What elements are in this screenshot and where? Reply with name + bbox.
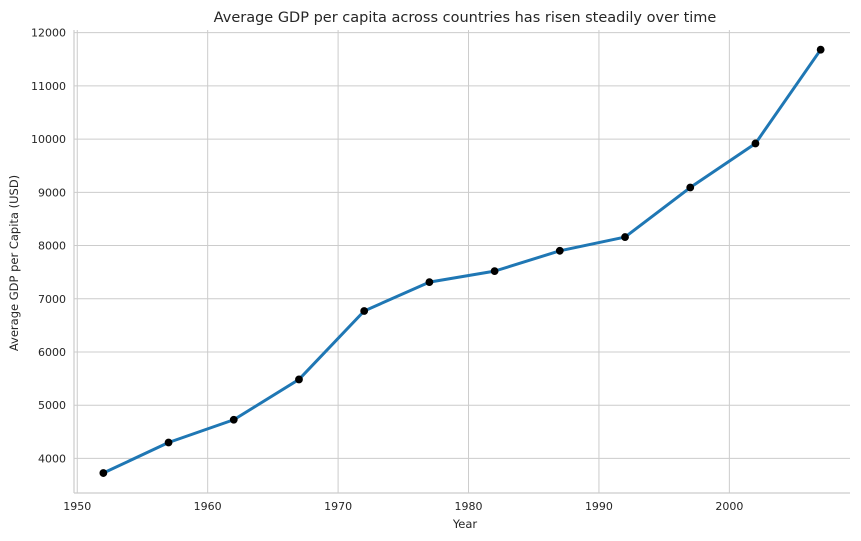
- y-tick-label: 8000: [38, 240, 66, 253]
- data-point: [555, 246, 564, 255]
- series-layer: [99, 45, 825, 477]
- y-tick-label: 6000: [38, 346, 66, 359]
- chart-title: Average GDP per capita across countries …: [214, 10, 717, 26]
- data-point: [490, 267, 499, 276]
- y-tick-label: 5000: [38, 399, 66, 412]
- data-point: [816, 45, 825, 54]
- series-line: [101, 48, 823, 475]
- data-point: [751, 139, 760, 148]
- y-tick-label: 11000: [31, 80, 66, 93]
- x-tick-label: 1960: [194, 500, 222, 513]
- data-point: [99, 469, 108, 477]
- x-tick-label: 1990: [585, 500, 613, 513]
- data-point: [295, 375, 303, 384]
- data-point: [621, 233, 629, 241]
- x-tick-label: 2000: [715, 500, 743, 513]
- x-axis-label: Year: [452, 517, 478, 531]
- y-axis-label: Average GDP per Capita (USD): [7, 175, 21, 351]
- y-tick-label: 9000: [38, 186, 66, 199]
- x-tick-label: 1980: [455, 500, 483, 513]
- y-tick-label: 7000: [38, 293, 66, 306]
- data-point: [229, 415, 238, 424]
- gridlines: [74, 30, 850, 493]
- data-point: [686, 183, 695, 192]
- data-point: [360, 307, 369, 315]
- y-tick-label: 10000: [31, 133, 66, 146]
- x-tick-label: 1950: [63, 500, 91, 513]
- data-point: [164, 438, 173, 447]
- data-point: [425, 278, 434, 286]
- y-axis-ticks: 4000 5000 6000 7000 8000 9000 10000 11000 12000: [31, 27, 66, 466]
- x-tick-label: 1970: [324, 500, 352, 513]
- axes-spines: [73, 30, 850, 494]
- y-tick-label: 12000: [31, 27, 66, 40]
- y-tick-label: 4000: [38, 452, 66, 465]
- x-axis-ticks: 1950 1960 1970 1980 1990 2000: [63, 500, 743, 513]
